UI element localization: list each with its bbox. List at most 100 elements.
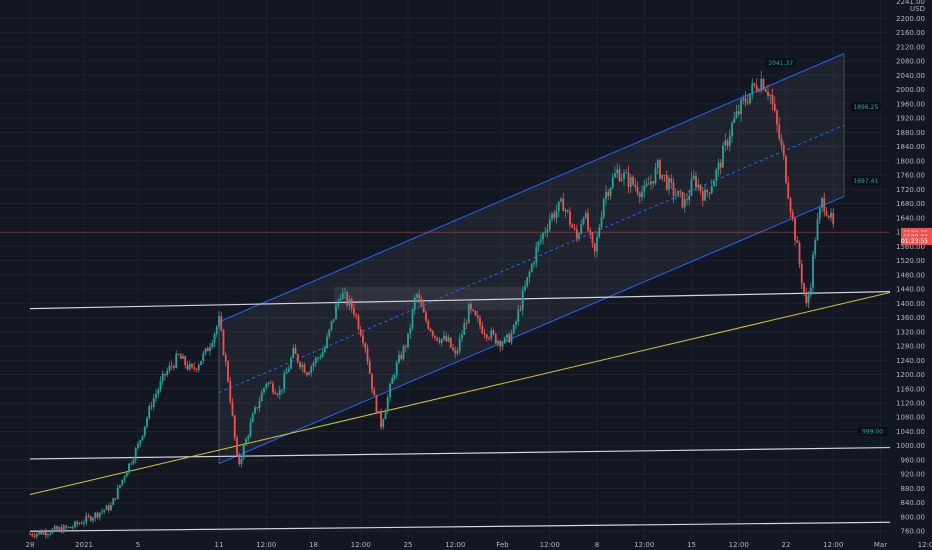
candle-body [220, 316, 223, 331]
y-tick-label: 1560.00 [896, 243, 925, 251]
candle-body [256, 407, 259, 409]
candle-body [659, 160, 661, 179]
candle-body [499, 340, 502, 347]
candle-body [724, 140, 727, 146]
candle-body [803, 283, 805, 294]
candle-body [481, 325, 484, 334]
y-tick-label: 1640.00 [896, 214, 925, 222]
candle-body [645, 183, 648, 186]
candle-body [618, 169, 621, 182]
candle-body [152, 398, 155, 407]
candle-body [485, 334, 488, 338]
candle-body [290, 358, 292, 369]
candle-body [224, 354, 227, 362]
candle-body [436, 337, 439, 341]
candle-body [229, 381, 232, 402]
candle-body [735, 111, 738, 118]
candle-body [179, 354, 182, 359]
candle-body [587, 213, 589, 231]
y-tick-label: 1480.00 [896, 271, 925, 279]
candle-body [242, 445, 245, 459]
candle-body [267, 382, 270, 384]
candle-body [463, 323, 466, 335]
candle-body [391, 378, 394, 384]
candle-body [283, 373, 286, 390]
candle-body [737, 111, 740, 114]
candle-body [418, 294, 421, 299]
y-tick-label: 1880.00 [896, 129, 925, 137]
candle-body [137, 443, 139, 449]
candle-body [411, 309, 414, 329]
candle-body [560, 198, 562, 202]
y-tick-label: 840.00 [901, 499, 926, 507]
candle-body [269, 382, 272, 384]
candle-body [348, 299, 351, 306]
candle-body [616, 169, 619, 174]
candle-body [780, 138, 783, 146]
candle-body [551, 213, 553, 220]
candle-body [620, 179, 623, 182]
candle-body [337, 300, 340, 306]
candle-body [287, 368, 290, 372]
candle-body [314, 357, 317, 364]
candle-body [184, 356, 187, 366]
candle-body [148, 405, 151, 418]
candle-body [96, 512, 99, 518]
candle-body [521, 290, 524, 310]
candle-body [827, 215, 830, 218]
candle-body [305, 372, 308, 375]
candle-body [105, 505, 108, 511]
candle-body [438, 340, 441, 343]
candle-body [155, 393, 157, 399]
y-tick-label: 1840.00 [896, 143, 925, 151]
candle-body [553, 213, 556, 219]
candle-body [301, 364, 304, 368]
candle-body [186, 365, 189, 370]
candle-body [800, 264, 803, 284]
candle-body [812, 254, 814, 288]
candle-body [400, 354, 403, 359]
candle-body [627, 172, 630, 187]
candle-body [62, 525, 65, 533]
candle-body [170, 365, 173, 367]
candle-body [123, 476, 126, 480]
candle-body [634, 184, 637, 187]
candle-body [434, 335, 436, 338]
price-axis-bg [890, 0, 932, 550]
candle-body [825, 211, 828, 216]
price-badge-label: 01:23:55 [901, 238, 928, 245]
time-axis[interactable]: 28 2021 5 11 12:00 18 12:00 25 12:00 Feb 12:00 8 12:… [0, 540, 932, 550]
candle-body [380, 410, 382, 428]
y-tick-label: 760.00 [901, 528, 926, 536]
candle-body [503, 337, 506, 344]
candle-body [40, 531, 43, 535]
candle-body [654, 167, 657, 184]
candle-body [452, 347, 454, 351]
candle-body [227, 361, 229, 382]
candle-body [722, 145, 724, 168]
candle-body [254, 407, 256, 414]
axis-unit: USD [910, 5, 925, 13]
candle-body [677, 190, 679, 196]
y-tick-label: 1440.00 [896, 286, 925, 294]
candles [29, 70, 835, 540]
y-tick-label: 1320.00 [896, 328, 925, 336]
candle-body [465, 323, 468, 325]
candle-body [134, 448, 137, 460]
candle-body [215, 326, 218, 334]
candle-body [830, 212, 832, 218]
candle-body [188, 363, 191, 370]
y-tick-label: 2241.00 [896, 0, 925, 6]
candle-body [114, 498, 117, 500]
y-tick-label: 960.00 [901, 456, 926, 464]
candle-body [407, 333, 409, 348]
candle-body [479, 317, 481, 326]
candle-body [67, 526, 70, 528]
candle-body [474, 310, 477, 316]
candle-body [542, 232, 544, 240]
candle-body [312, 363, 315, 367]
candle-body [458, 338, 461, 351]
